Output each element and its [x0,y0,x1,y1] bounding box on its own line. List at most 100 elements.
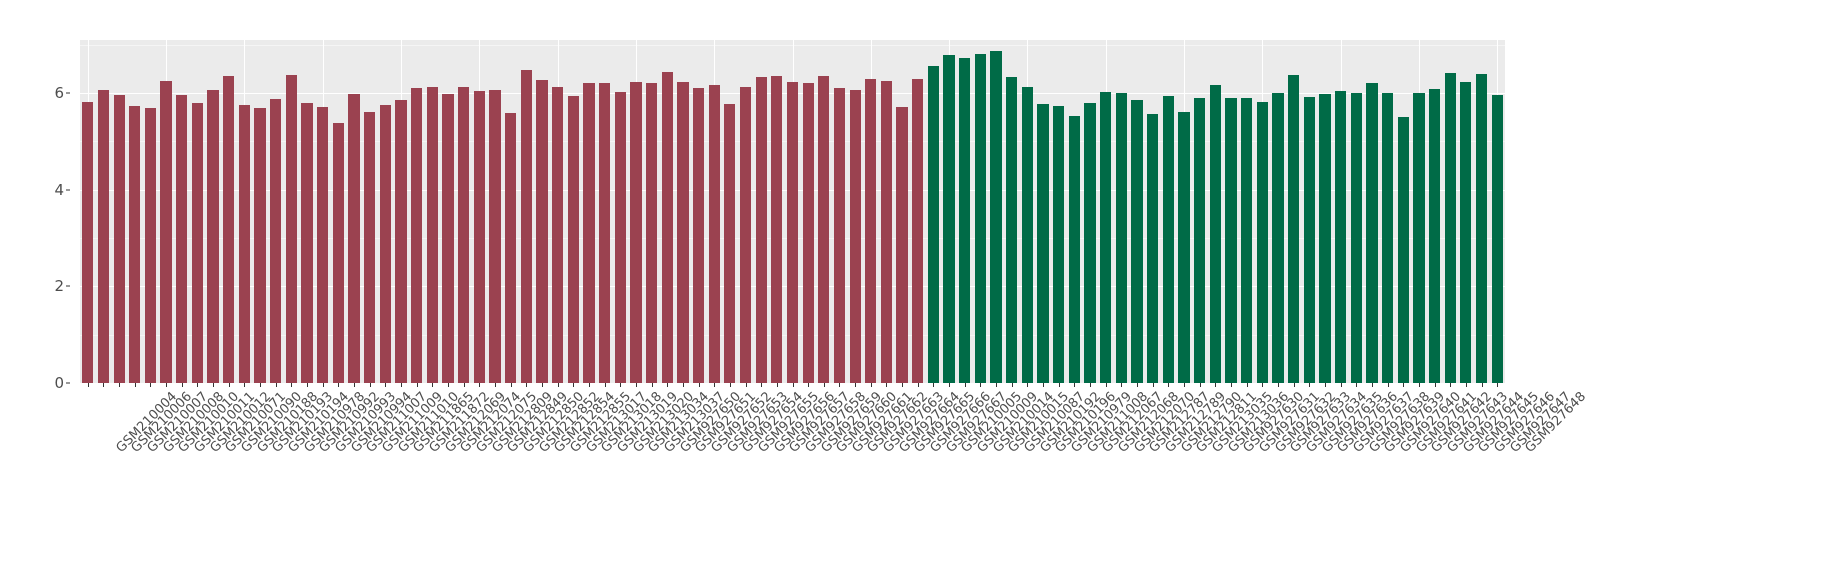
x-axis-tick-mark [1324,383,1326,387]
bar [912,78,924,383]
x-axis-tick-mark [322,383,324,387]
x-axis-tick-mark [213,383,215,387]
bar [1413,93,1425,383]
x-axis-tick-mark [1277,383,1279,387]
bar [207,89,219,383]
x-axis-tick-mark [1121,383,1123,387]
x-axis-tick-mark [792,383,794,387]
x-axis-tick-mark [949,383,951,387]
bar [1162,95,1174,383]
x-axis-tick-mark [338,383,340,387]
x-axis-tick-mark [1418,383,1420,387]
bar [317,107,329,383]
x-axis-tick-mark [1152,383,1154,387]
x-axis-tick-mark [1137,383,1138,387]
x-axis-tick-mark [479,383,481,387]
x-axis-tick-mark [463,383,465,387]
x-axis-tick-mark [1450,383,1452,387]
x-axis-tick-mark [1497,383,1499,387]
x-axis-tick-mark [354,383,356,387]
x-axis-tick-mark [573,383,575,387]
bar [959,58,971,383]
bar [285,75,298,383]
x-axis-tick-mark [1168,383,1170,387]
bar [833,88,846,383]
x-axis-tick-mark [651,383,653,387]
bar [943,54,955,383]
x-axis-tick-mark [839,383,841,387]
x-axis-tick-mark [635,383,637,387]
x-axis-tick-mark [401,383,403,387]
x-axis-tick-mark [228,383,230,387]
bar [1491,94,1503,383]
bar [536,79,548,383]
x-axis-tick-mark [87,383,89,387]
x-axis-tick-mark [917,383,919,387]
x-axis-tick-mark [416,383,418,387]
x-axis-tick-mark [150,383,152,387]
bar [160,81,172,383]
bar [692,88,705,383]
x-axis-tick-mark [1356,383,1358,387]
bar [1068,115,1080,383]
bar [82,101,94,383]
x-axis-tick-mark [1340,383,1342,387]
bar-series [80,40,1505,383]
bar [880,80,893,383]
bar [97,89,110,383]
x-axis-tick-mark [385,383,387,387]
y-axis-tick-mark [66,92,70,94]
bar [1084,103,1096,383]
bar [1303,96,1315,383]
x-axis-tick-mark [541,383,543,387]
x-axis: GSM210004 GSM210006 GSM210007 GSM210008 GSM2… [80,383,1589,580]
bar [1037,103,1049,383]
bar [1256,102,1268,383]
bar [489,89,501,383]
bar [786,81,799,383]
bar [551,86,564,383]
bar [1225,98,1237,383]
x-axis-tick-mark [181,383,183,387]
bar [755,77,767,383]
y-axis-tick-labels: 0 2 4 6 [0,0,74,580]
bar [1021,86,1034,383]
y-axis-tick-label: 2 [54,277,64,296]
bar [1209,84,1221,383]
bar [896,106,908,383]
x-axis-tick-mark [432,383,434,387]
bar [442,93,454,383]
x-axis-tick-mark [1481,383,1483,387]
x-axis-tick-mark [134,383,136,387]
bar [614,92,626,383]
bar [458,86,470,383]
bar [176,94,188,383]
bar [191,102,204,383]
bar [1397,117,1409,383]
bar [1475,73,1488,383]
bar [630,81,642,383]
x-axis-tick-mark [275,383,277,387]
bar [473,91,485,383]
x-axis-tick-mark [933,383,935,387]
x-axis-tick-mark [714,383,716,387]
x-axis-tick-mark [729,383,731,387]
x-axis-tick-mark [1293,383,1295,387]
bar [332,122,344,383]
y-axis-tick-mark [66,382,70,384]
bar [113,95,125,383]
x-axis-tick-mark [886,383,888,387]
x-axis-tick-mark [808,383,810,387]
bar [1115,92,1127,383]
bar [1131,99,1143,383]
bar [395,99,407,383]
x-axis-tick-mark [1387,383,1389,387]
bar [520,70,532,383]
bar [724,103,736,383]
bar [129,105,141,383]
plot-panel [80,40,1505,383]
bar [1147,113,1159,383]
bar [645,83,658,383]
x-axis-tick-mark [307,383,309,387]
x-axis-tick-mark [620,383,622,387]
